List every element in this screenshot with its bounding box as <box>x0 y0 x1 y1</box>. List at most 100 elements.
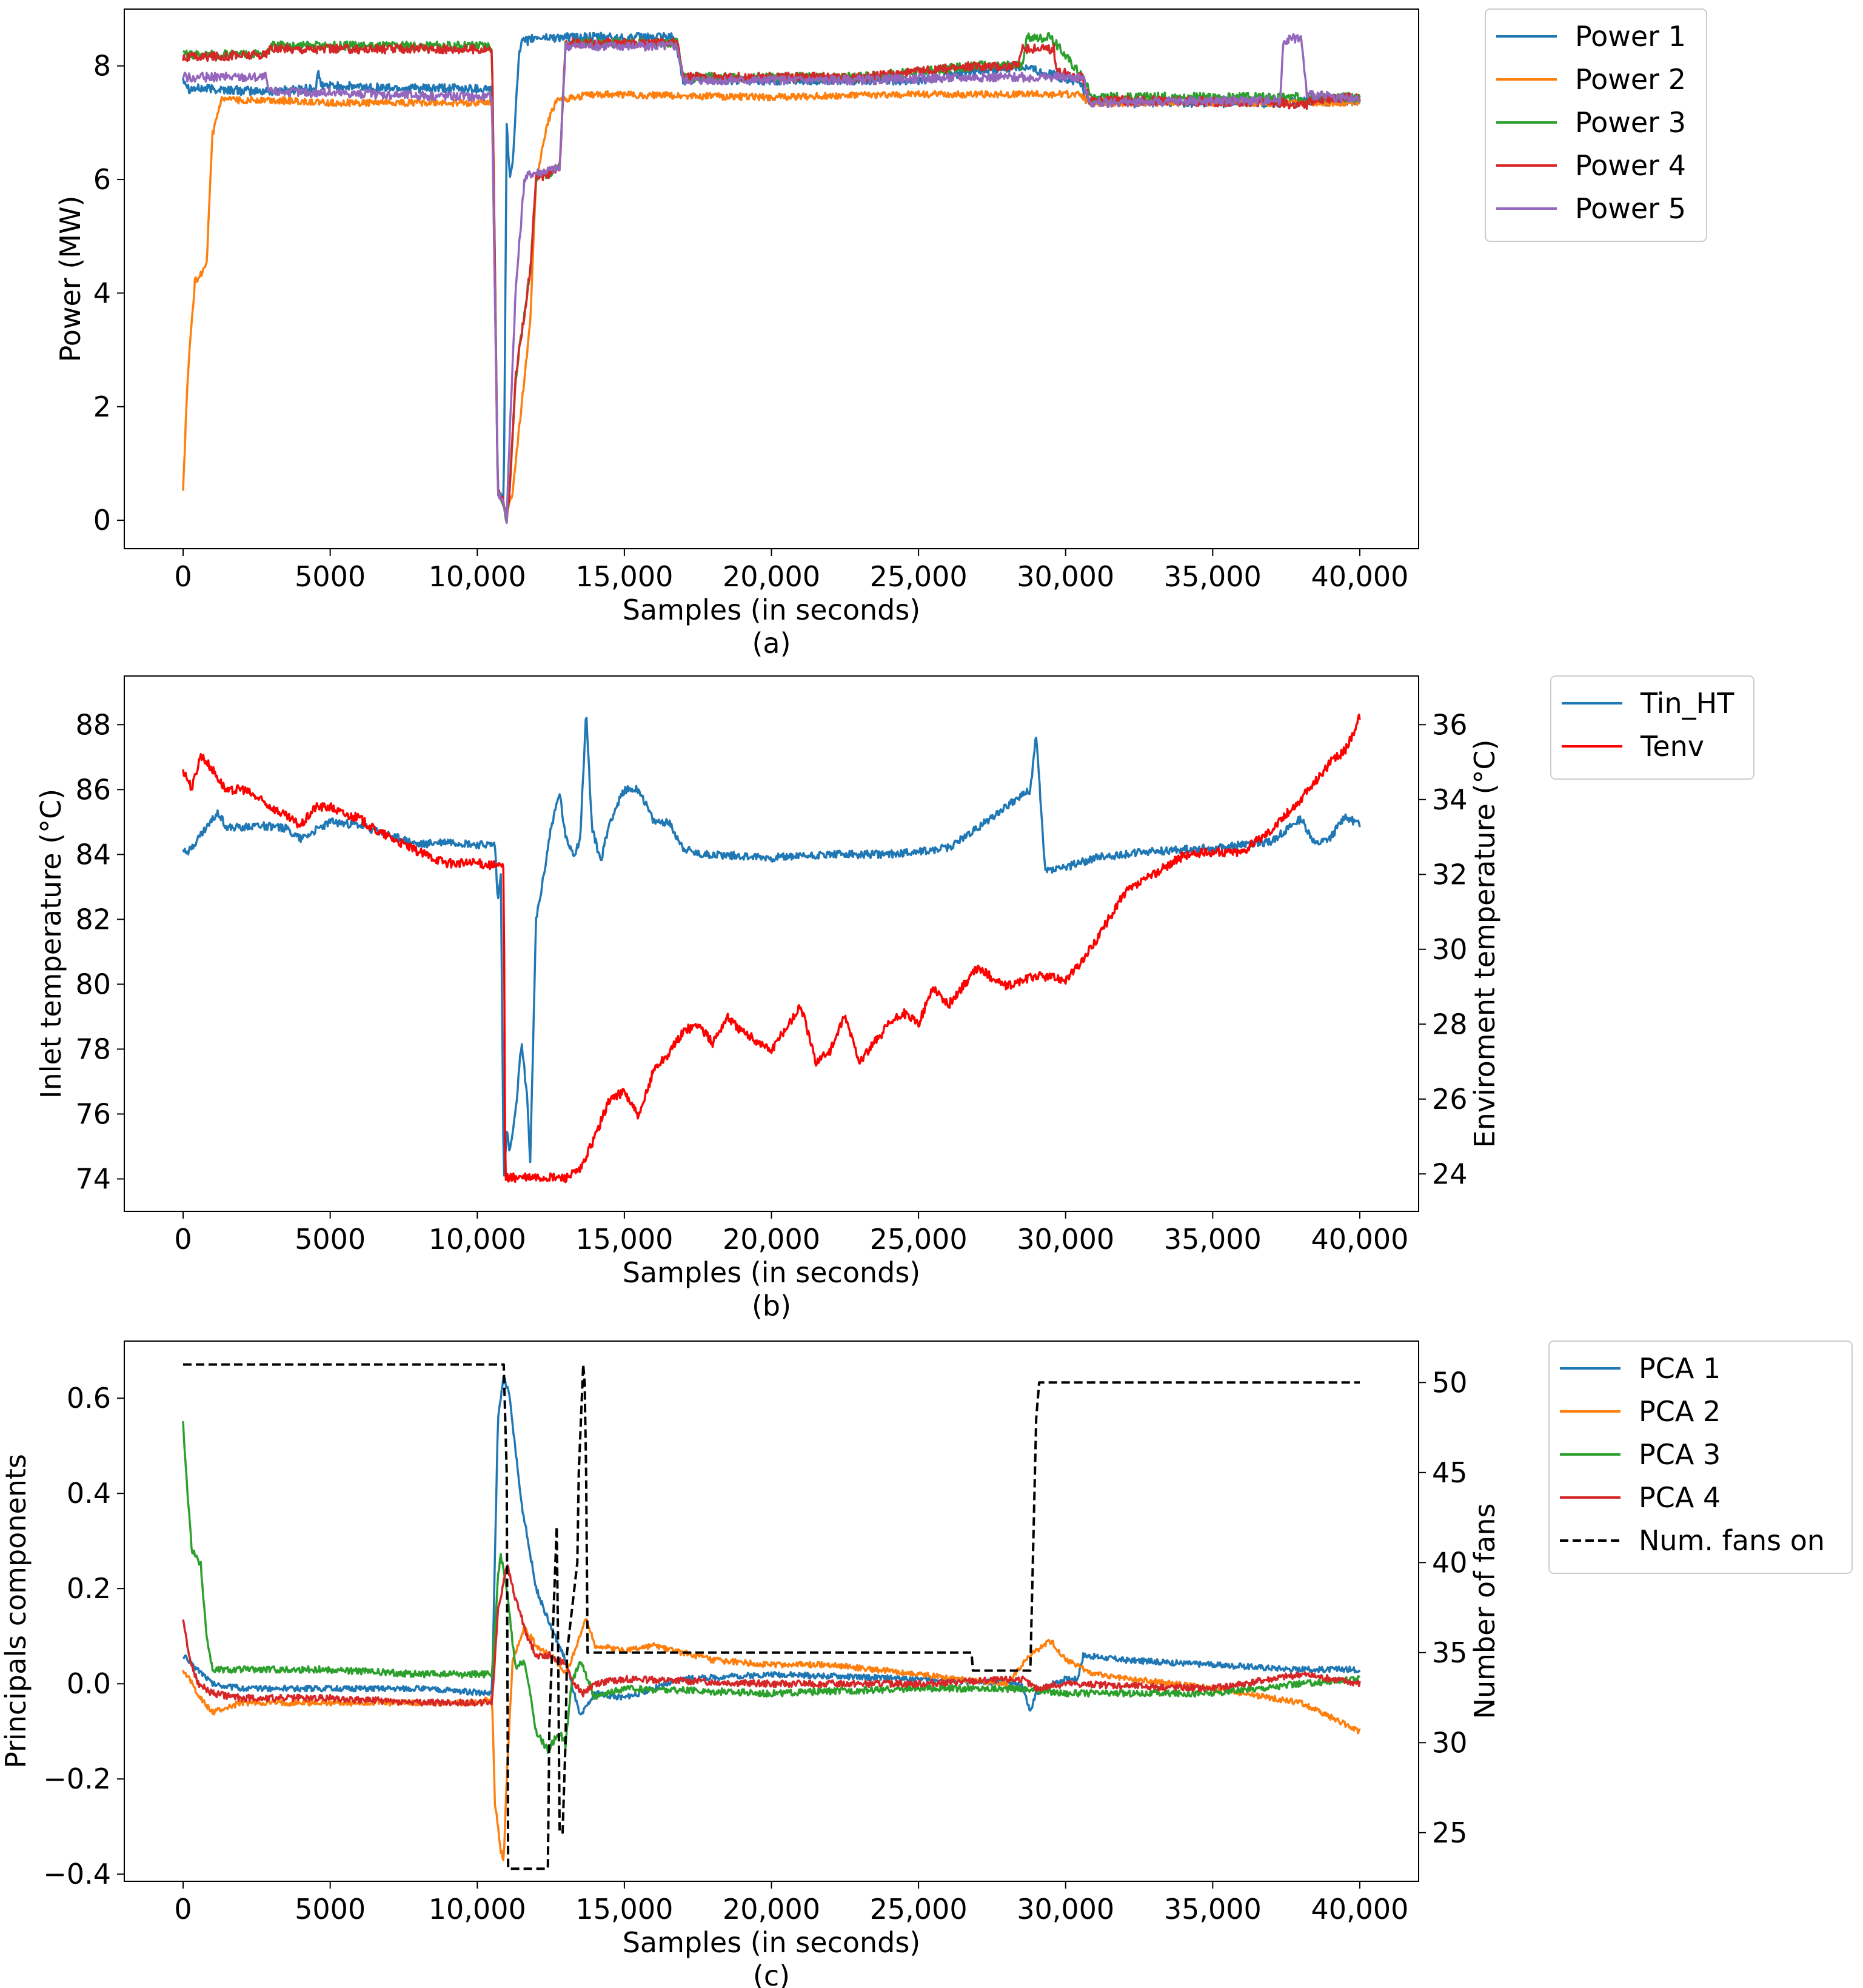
legend-label: PCA 3 <box>1639 1438 1721 1471</box>
chart-caption: (c) <box>753 1960 790 1988</box>
chart-caption: (b) <box>752 1290 791 1322</box>
y2-tick-label: 50 <box>1432 1366 1468 1399</box>
x-axis-label: Samples (in seconds) <box>623 594 921 626</box>
series-line-pca-2 <box>182 1618 1361 1861</box>
y2-tick-label: 32 <box>1432 858 1468 891</box>
plot-area <box>182 1363 1361 1870</box>
x-tick-label: 30,000 <box>1017 1893 1114 1926</box>
chart-b: 0 5000 10,000 15,000 20,000 25,000 30,000 35,00… <box>35 675 1754 1322</box>
axes-frame <box>124 1340 1419 1882</box>
series-line-power-4 <box>182 37 1361 524</box>
x-axis-label: Samples (in seconds) <box>623 1926 921 1959</box>
x-tick-label: 10,000 <box>429 1893 526 1926</box>
y-tick-label: 0.0 <box>67 1667 111 1700</box>
legend: PCA 1 PCA 2 PCA 3 PCA 4 Num. fans on <box>1548 1340 1853 1574</box>
y2-tick-label: 34 <box>1432 783 1468 816</box>
y-tick-label: 86 <box>75 773 111 806</box>
series-line-pca-4 <box>182 1564 1361 1707</box>
x-axis-label: Samples (in seconds) <box>623 1256 921 1289</box>
x-tick-label: 35,000 <box>1164 1893 1262 1926</box>
series-line-power-5 <box>182 33 1360 524</box>
chart-c: 0 5000 10,000 15,000 20,000 25,000 30,000 35,00… <box>0 1340 1853 1988</box>
legend-label: Tenv <box>1640 730 1704 763</box>
x-tick-label: 5000 <box>295 560 366 593</box>
y-tick-label: −0.4 <box>43 1858 111 1890</box>
x-tick-label: 5000 <box>295 1893 366 1926</box>
x-tick-label: 30,000 <box>1017 560 1114 593</box>
y-axis-label: Principals components <box>0 1454 32 1769</box>
y2-tick-label: 45 <box>1432 1456 1468 1489</box>
x-tick-label: 40,000 <box>1311 1893 1408 1926</box>
series-line-tenv <box>182 714 1361 1183</box>
series-line-tin-ht <box>182 717 1361 1177</box>
series-line-pca-3 <box>182 1421 1361 1754</box>
x-tick-label: 25,000 <box>870 1223 968 1256</box>
y-axis-label: Power (MW) <box>54 196 87 363</box>
x-tick-label: 15,000 <box>575 1223 673 1256</box>
legend-label: Power 1 <box>1575 20 1686 53</box>
y-tick-label: 0.2 <box>67 1572 111 1605</box>
x-tick-label: 10,000 <box>429 1223 526 1256</box>
y2-tick-label: 30 <box>1432 933 1468 966</box>
y-tick-label: 82 <box>75 903 111 935</box>
y-tick-label: 76 <box>75 1097 111 1130</box>
legend-box <box>1550 675 1754 780</box>
legend-label: Tin_HT <box>1640 687 1734 720</box>
x-tick-label: 15,000 <box>575 1893 673 1926</box>
series-line-pca-1 <box>182 1376 1361 1716</box>
x-tick-label: 20,000 <box>723 1223 820 1256</box>
legend-label: Power 5 <box>1575 192 1686 225</box>
y2-tick-label: 28 <box>1432 1008 1468 1040</box>
y-tick-label: 8 <box>93 50 111 82</box>
x-tick-label: 0 <box>174 1223 192 1256</box>
y-tick-label: 6 <box>93 163 111 196</box>
x-tick-label: 20,000 <box>723 1893 820 1926</box>
series-line-num-fans-on <box>183 1363 1360 1870</box>
legend-label: Num. fans on <box>1639 1524 1825 1557</box>
x-tick-label: 25,000 <box>870 1893 968 1926</box>
x-tick-label: 5000 <box>295 1223 366 1256</box>
y-tick-label: 74 <box>75 1162 111 1195</box>
legend-box <box>1548 1340 1853 1574</box>
y2-tick-label: 35 <box>1432 1636 1468 1669</box>
y2-tick-label: 26 <box>1432 1083 1468 1116</box>
x-tick-label: 20,000 <box>723 560 820 593</box>
legend-label: PCA 2 <box>1639 1395 1721 1428</box>
y2-axis-label: Enviroment temperature (°C) <box>1468 740 1501 1148</box>
y-tick-label: 0 <box>93 504 111 537</box>
y2-tick-label: 36 <box>1432 708 1468 741</box>
x-tick-label: 0 <box>174 560 192 593</box>
y2-tick-label: 24 <box>1432 1157 1468 1190</box>
x-tick-label: 35,000 <box>1164 560 1262 593</box>
legend-label: Power 2 <box>1575 63 1686 96</box>
x-tick-label: 40,000 <box>1311 1223 1408 1256</box>
x-tick-label: 40,000 <box>1311 560 1408 593</box>
x-tick-label: 15,000 <box>575 560 673 593</box>
x-tick-label: 30,000 <box>1017 1223 1114 1256</box>
y2-tick-label: 30 <box>1432 1726 1468 1759</box>
chart-caption: (a) <box>752 627 791 660</box>
chart-a: 0 5000 10,000 15,000 20,000 25,000 30,000 35,00… <box>54 8 1707 660</box>
legend: Power 1 Power 2 Power 3 Power 4 Power 5 <box>1485 8 1707 242</box>
legend-box <box>1485 8 1707 242</box>
plot-area <box>182 714 1361 1183</box>
axes-frame <box>124 675 1419 1212</box>
legend-label: Power 3 <box>1575 106 1686 139</box>
y-tick-label: 0.4 <box>67 1477 111 1510</box>
y-tick-label: 4 <box>93 276 111 309</box>
y-tick-label: 0.6 <box>67 1382 111 1414</box>
y-tick-label: 80 <box>75 968 111 1000</box>
legend-label: PCA 1 <box>1639 1352 1721 1385</box>
y2-tick-label: 25 <box>1432 1816 1468 1849</box>
series-line-power-2 <box>182 90 1360 517</box>
y-tick-label: 88 <box>75 708 111 741</box>
x-tick-label: 35,000 <box>1164 1223 1262 1256</box>
y-axis-label: Inlet temperature (°C) <box>35 789 67 1099</box>
legend: Tin_HT Tenv <box>1550 675 1754 780</box>
y-tick-label: 84 <box>75 838 111 871</box>
legend-label: Power 4 <box>1575 149 1686 182</box>
x-tick-label: 0 <box>174 1893 192 1926</box>
y-tick-label: 78 <box>75 1032 111 1065</box>
legend-label: PCA 4 <box>1639 1481 1721 1514</box>
